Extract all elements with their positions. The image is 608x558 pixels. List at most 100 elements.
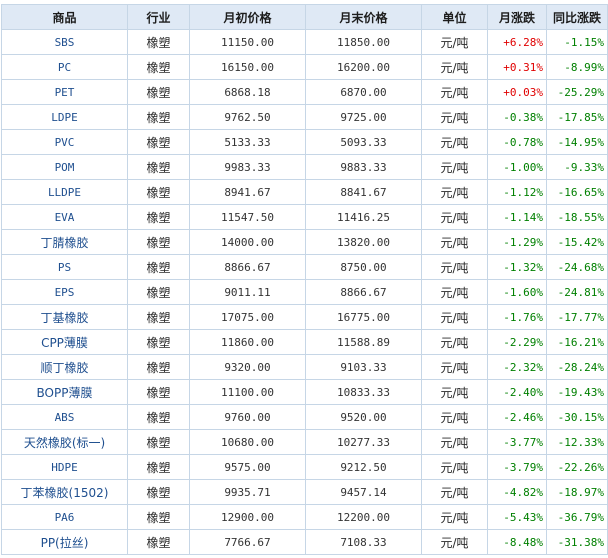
industry-cell: 橡塑 — [127, 104, 190, 130]
industry-cell: 橡塑 — [127, 204, 190, 230]
commodity-name-link[interactable]: PET — [1, 79, 128, 105]
table-row[interactable]: CPP薄膜 橡塑 11860.00 11588.89 元/吨 -2.29% -16.21% — [1, 329, 608, 355]
unit-cell: 元/吨 — [421, 29, 488, 55]
industry-cell: 橡塑 — [127, 454, 190, 480]
unit-cell: 元/吨 — [421, 104, 488, 130]
table-row[interactable]: EPS 橡塑 9011.11 8866.67 元/吨 -1.60% -24.81% — [1, 279, 608, 305]
end-price-cell: 16775.00 — [305, 304, 422, 330]
end-price-cell: 9457.14 — [305, 479, 422, 505]
commodity-name-link[interactable]: 天然橡胶(标一) — [1, 429, 128, 455]
unit-cell: 元/吨 — [421, 204, 488, 230]
unit-cell: 元/吨 — [421, 229, 488, 255]
table-row[interactable]: EVA 橡塑 11547.50 11416.25 元/吨 -1.14% -18.55% — [1, 204, 608, 230]
end-price-cell: 5093.33 — [305, 129, 422, 155]
commodity-name-link[interactable]: SBS — [1, 29, 128, 55]
end-price-cell: 10277.33 — [305, 429, 422, 455]
monthly-change-cell: -8.48% — [487, 529, 547, 555]
commodity-name-link[interactable]: PVC — [1, 129, 128, 155]
commodity-name-link[interactable]: PS — [1, 254, 128, 280]
end-price-cell: 8750.00 — [305, 254, 422, 280]
industry-cell: 橡塑 — [127, 479, 190, 505]
unit-cell: 元/吨 — [421, 79, 488, 105]
yoy-change-cell: -9.33% — [546, 154, 608, 180]
monthly-change-cell: +0.03% — [487, 79, 547, 105]
end-price-cell: 7108.33 — [305, 529, 422, 555]
header-monthly-change[interactable]: 月涨跌 — [487, 4, 547, 30]
table-row[interactable]: LDPE 橡塑 9762.50 9725.00 元/吨 -0.38% -17.85% — [1, 104, 608, 130]
end-price-cell: 9520.00 — [305, 404, 422, 430]
table-body: SBS 橡塑 11150.00 11850.00 元/吨 +6.28% -1.15% PC 橡塑… — [1, 29, 608, 555]
commodity-name-link[interactable]: LLDPE — [1, 179, 128, 205]
yoy-change-cell: -17.85% — [546, 104, 608, 130]
start-price-cell: 7766.67 — [189, 529, 306, 555]
commodity-name-link[interactable]: 顺丁橡胶 — [1, 354, 128, 380]
start-price-cell: 9760.00 — [189, 404, 306, 430]
start-price-cell: 11100.00 — [189, 379, 306, 405]
commodity-name-link[interactable]: EPS — [1, 279, 128, 305]
commodity-name-link[interactable]: CPP薄膜 — [1, 329, 128, 355]
header-commodity[interactable]: 商品 — [1, 4, 128, 30]
commodity-name-link[interactable]: PP(拉丝) — [1, 529, 128, 555]
header-end-price[interactable]: 月末价格 — [305, 4, 422, 30]
header-industry[interactable]: 行业 — [127, 4, 190, 30]
commodity-name-link[interactable]: EVA — [1, 204, 128, 230]
unit-cell: 元/吨 — [421, 504, 488, 530]
industry-cell: 橡塑 — [127, 179, 190, 205]
commodity-name-link[interactable]: LDPE — [1, 104, 128, 130]
industry-cell: 橡塑 — [127, 154, 190, 180]
start-price-cell: 9983.33 — [189, 154, 306, 180]
table-row[interactable]: PET 橡塑 6868.18 6870.00 元/吨 +0.03% -25.29% — [1, 79, 608, 105]
start-price-cell: 9575.00 — [189, 454, 306, 480]
table-row[interactable]: 丁腈橡胶 橡塑 14000.00 13820.00 元/吨 -1.29% -15.42% — [1, 229, 608, 255]
commodity-name-link[interactable]: POM — [1, 154, 128, 180]
end-price-cell: 10833.33 — [305, 379, 422, 405]
industry-cell: 橡塑 — [127, 29, 190, 55]
table-row[interactable]: 顺丁橡胶 橡塑 9320.00 9103.33 元/吨 -2.32% -28.24% — [1, 354, 608, 380]
industry-cell: 橡塑 — [127, 229, 190, 255]
commodity-name-link[interactable]: 丁苯橡胶(1502) — [1, 479, 128, 505]
commodity-name-link[interactable]: BOPP薄膜 — [1, 379, 128, 405]
table-row[interactable]: PP(拉丝) 橡塑 7766.67 7108.33 元/吨 -8.48% -31.38% — [1, 529, 608, 555]
yoy-change-cell: -31.38% — [546, 529, 608, 555]
commodity-name-link[interactable]: ABS — [1, 404, 128, 430]
table-row[interactable]: SBS 橡塑 11150.00 11850.00 元/吨 +6.28% -1.15% — [1, 29, 608, 55]
commodity-name-link[interactable]: 丁基橡胶 — [1, 304, 128, 330]
yoy-change-cell: -36.79% — [546, 504, 608, 530]
monthly-change-cell: -5.43% — [487, 504, 547, 530]
header-yoy-change[interactable]: 同比涨跌 — [546, 4, 608, 30]
start-price-cell: 10680.00 — [189, 429, 306, 455]
industry-cell: 橡塑 — [127, 429, 190, 455]
table-row[interactable]: ABS 橡塑 9760.00 9520.00 元/吨 -2.46% -30.15% — [1, 404, 608, 430]
table-row[interactable]: HDPE 橡塑 9575.00 9212.50 元/吨 -3.79% -22.26% — [1, 454, 608, 480]
unit-cell: 元/吨 — [421, 479, 488, 505]
industry-cell: 橡塑 — [127, 354, 190, 380]
commodity-name-link[interactable]: HDPE — [1, 454, 128, 480]
monthly-change-cell: -3.77% — [487, 429, 547, 455]
table-row[interactable]: LLDPE 橡塑 8941.67 8841.67 元/吨 -1.12% -16.65% — [1, 179, 608, 205]
yoy-change-cell: -12.33% — [546, 429, 608, 455]
table-row[interactable]: PVC 橡塑 5133.33 5093.33 元/吨 -0.78% -14.95% — [1, 129, 608, 155]
header-unit[interactable]: 单位 — [421, 4, 488, 30]
table-row[interactable]: PC 橡塑 16150.00 16200.00 元/吨 +0.31% -8.99% — [1, 54, 608, 80]
start-price-cell: 8866.67 — [189, 254, 306, 280]
table-row[interactable]: PS 橡塑 8866.67 8750.00 元/吨 -1.32% -24.68% — [1, 254, 608, 280]
table-row[interactable]: 丁苯橡胶(1502) 橡塑 9935.71 9457.14 元/吨 -4.82% -18.9… — [1, 479, 608, 505]
table-row[interactable]: 丁基橡胶 橡塑 17075.00 16775.00 元/吨 -1.76% -17.77% — [1, 304, 608, 330]
end-price-cell: 6870.00 — [305, 79, 422, 105]
header-start-price[interactable]: 月初价格 — [189, 4, 306, 30]
commodity-name-link[interactable]: PC — [1, 54, 128, 80]
unit-cell: 元/吨 — [421, 129, 488, 155]
unit-cell: 元/吨 — [421, 454, 488, 480]
table-row[interactable]: 天然橡胶(标一) 橡塑 10680.00 10277.33 元/吨 -3.77% -12.3… — [1, 429, 608, 455]
monthly-change-cell: -0.78% — [487, 129, 547, 155]
table-row[interactable]: POM 橡塑 9983.33 9883.33 元/吨 -1.00% -9.33% — [1, 154, 608, 180]
unit-cell: 元/吨 — [421, 329, 488, 355]
table-row[interactable]: BOPP薄膜 橡塑 11100.00 10833.33 元/吨 -2.40% -19.43% — [1, 379, 608, 405]
end-price-cell: 11850.00 — [305, 29, 422, 55]
start-price-cell: 9320.00 — [189, 354, 306, 380]
price-change-table: 商品 行业 月初价格 月末价格 单位 月涨跌 同比涨跌 SBS 橡塑 11150.0… — [1, 4, 608, 555]
commodity-name-link[interactable]: 丁腈橡胶 — [1, 229, 128, 255]
commodity-name-link[interactable]: PA6 — [1, 504, 128, 530]
monthly-change-cell: -3.79% — [487, 454, 547, 480]
table-row[interactable]: PA6 橡塑 12900.00 12200.00 元/吨 -5.43% -36.79% — [1, 504, 608, 530]
